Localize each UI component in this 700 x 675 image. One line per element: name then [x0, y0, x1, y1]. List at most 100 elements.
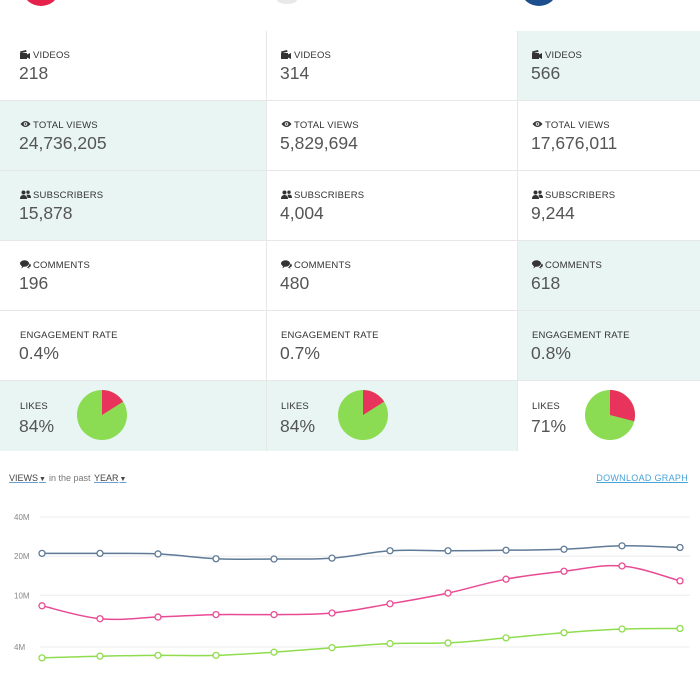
y-tick-label: 40M: [14, 513, 30, 522]
pie-slice-dislikes: [102, 390, 124, 415]
stat-label-text: SUBSCRIBERS: [545, 190, 616, 201]
data-point[interactable]: [444, 639, 452, 647]
data-point[interactable]: [212, 610, 220, 619]
stat-cell-comments: COMMENTS 196: [0, 241, 266, 311]
data-point[interactable]: [270, 648, 278, 656]
stat-value: 196: [19, 273, 49, 293]
data-point[interactable]: [502, 575, 510, 583]
data-point[interactable]: [38, 549, 46, 558]
stat-value: 218: [19, 63, 49, 83]
data-point[interactable]: [618, 625, 626, 633]
stat-cell-engagement-rate: ENGAGEMENT RATE 0.4%: [0, 311, 266, 381]
data-point[interactable]: [96, 652, 104, 660]
stat-label: SUBSCRIBERS: [532, 190, 615, 201]
data-point[interactable]: [676, 624, 684, 633]
data-point[interactable]: [386, 600, 394, 608]
stat-label-text: ENGAGEMENT RATE: [532, 330, 630, 341]
likes-label: LIKES: [281, 401, 309, 412]
data-point[interactable]: [676, 577, 684, 585]
metric-label: VIEWS: [9, 473, 39, 483]
users-icon: [20, 190, 31, 199]
stat-cell-likes: LIKES 71%: [518, 381, 700, 451]
series-line-2: [41, 564, 681, 621]
data-point[interactable]: [328, 644, 336, 652]
series-line-3: [41, 627, 681, 659]
data-point[interactable]: [212, 555, 220, 563]
likes-pie-chart: [585, 390, 635, 440]
comments-icon: [532, 260, 543, 269]
likes-value: 71%: [531, 416, 567, 436]
stat-label-text: VIDEOS: [294, 50, 332, 61]
stat-value: 0.4%: [19, 343, 59, 363]
data-point[interactable]: [270, 555, 278, 563]
stat-label-text: VIDEOS: [545, 50, 583, 61]
data-point[interactable]: [328, 609, 336, 617]
stat-label: ENGAGEMENT RATE: [532, 330, 630, 341]
period-label: YEAR: [94, 473, 119, 483]
stat-value: 480: [280, 273, 310, 293]
caret-down-icon: ▼: [119, 476, 127, 483]
data-point[interactable]: [38, 602, 46, 610]
stat-label-text: COMMENTS: [33, 260, 91, 271]
data-point[interactable]: [676, 543, 684, 552]
stat-label: COMMENTS: [532, 260, 602, 271]
data-point[interactable]: [560, 545, 568, 553]
series-line-1: [41, 545, 681, 561]
data-point[interactable]: [154, 613, 162, 621]
stat-label-text: COMMENTS: [545, 260, 603, 271]
stat-cell-engagement-rate: ENGAGEMENT RATE 0.7%: [267, 311, 517, 381]
stat-cell-likes: LIKES 84%: [0, 381, 266, 451]
likes-value: 84%: [280, 416, 316, 436]
download-graph-link[interactable]: DOWNLOAD GRAPH: [596, 473, 688, 483]
pie-slice-dislikes: [363, 390, 385, 415]
channel-2-avatar[interactable]: [277, 0, 297, 4]
eye-icon: [281, 120, 292, 129]
stat-cell-total-views: TOTAL VIEWS 17,676,011: [518, 101, 700, 171]
stat-cell-engagement-rate: ENGAGEMENT RATE 0.8%: [518, 311, 700, 381]
stat-label: TOTAL VIEWS: [20, 120, 98, 131]
data-point[interactable]: [560, 567, 568, 575]
data-point[interactable]: [212, 651, 220, 660]
stat-value: 566: [531, 63, 561, 83]
data-point[interactable]: [444, 547, 452, 555]
data-point[interactable]: [96, 615, 104, 623]
data-point[interactable]: [618, 562, 626, 570]
graph-controls: VIEWS▼ in the past YEAR▼ DOWNLOAD GRAPH: [0, 470, 700, 490]
data-point[interactable]: [328, 554, 336, 562]
data-point[interactable]: [502, 634, 510, 642]
channel-1-avatar[interactable]: [24, 0, 58, 6]
stat-label: SUBSCRIBERS: [20, 190, 103, 201]
data-point[interactable]: [386, 547, 394, 555]
stat-value: 5,829,694: [280, 133, 358, 153]
data-point[interactable]: [444, 589, 452, 597]
data-point[interactable]: [154, 651, 162, 660]
channel-3-avatar[interactable]: [522, 0, 556, 6]
period-dropdown[interactable]: YEAR▼: [94, 473, 126, 483]
stat-label: VIDEOS: [532, 50, 582, 61]
video-camera-icon: [532, 50, 542, 59]
stat-cell-subscribers: SUBSCRIBERS 15,878: [0, 171, 266, 241]
data-point[interactable]: [270, 610, 278, 619]
stat-cell-likes: LIKES 84%: [267, 381, 517, 451]
likes-pie-chart: [77, 390, 127, 440]
stat-label-text: ENGAGEMENT RATE: [20, 330, 118, 341]
data-point[interactable]: [96, 549, 104, 558]
stat-cell-videos: VIDEOS 218: [0, 31, 266, 101]
comments-icon: [281, 260, 292, 269]
stat-value: 4,004: [280, 203, 324, 223]
metric-dropdown[interactable]: VIEWS▼: [9, 473, 46, 483]
data-point[interactable]: [38, 654, 46, 662]
data-point[interactable]: [618, 542, 626, 550]
stat-label-text: COMMENTS: [294, 260, 352, 271]
data-point[interactable]: [154, 550, 162, 558]
channel-2-stats: VIDEOS 314 TOTAL VIEWS 5,829,694 SUBSCRIBERS…: [266, 31, 517, 451]
stat-label-text: TOTAL VIEWS: [545, 120, 610, 131]
stat-label: ENGAGEMENT RATE: [281, 330, 379, 341]
stat-cell-subscribers: SUBSCRIBERS 9,244: [518, 171, 700, 241]
data-point[interactable]: [502, 546, 510, 554]
data-point[interactable]: [560, 629, 568, 637]
stat-value: 0.8%: [531, 343, 571, 363]
stat-cell-total-views: TOTAL VIEWS 24,736,205: [0, 101, 266, 171]
data-point[interactable]: [386, 639, 394, 648]
stat-label-text: TOTAL VIEWS: [33, 120, 98, 131]
